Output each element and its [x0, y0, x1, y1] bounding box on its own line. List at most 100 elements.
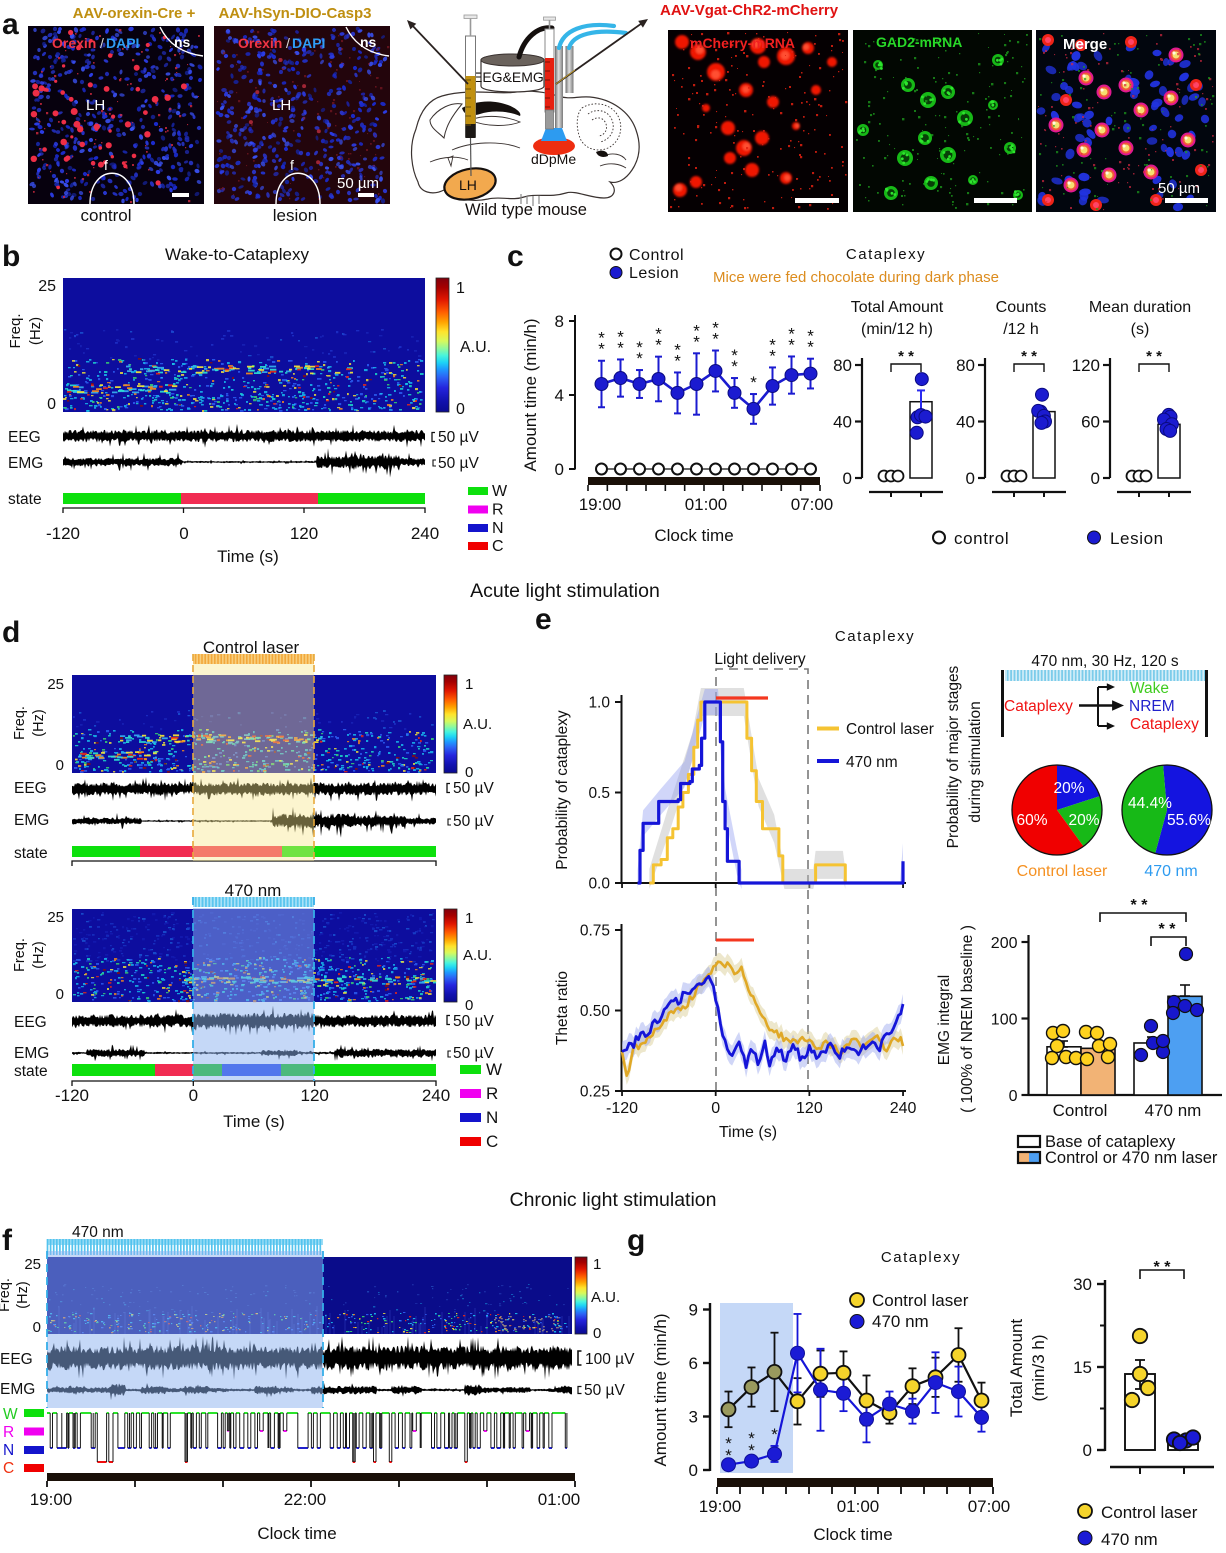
svg-text:120: 120 — [290, 524, 318, 543]
svg-text:Cataplexy: Cataplexy — [881, 1249, 961, 1266]
svg-text:Cataplexy: Cataplexy — [1130, 716, 1199, 733]
svg-text:0.25: 0.25 — [580, 1084, 610, 1101]
svg-text:8: 8 — [555, 312, 564, 331]
svg-text:*: * — [674, 351, 681, 370]
svg-text:Control laser: Control laser — [203, 638, 300, 657]
svg-text:60: 60 — [1081, 413, 1100, 432]
svg-text:EMG: EMG — [0, 1381, 35, 1398]
svg-text:240: 240 — [890, 1100, 917, 1117]
svg-text:C: C — [486, 1132, 498, 1151]
svg-text:120: 120 — [796, 1100, 823, 1117]
svg-text:EEG: EEG — [14, 1014, 47, 1031]
svg-text:Wake: Wake — [1130, 680, 1169, 697]
svg-text:50 µm: 50 µm — [337, 175, 379, 192]
svg-text:240: 240 — [411, 524, 439, 543]
svg-text:*: * — [788, 335, 795, 354]
svg-text:state: state — [14, 845, 48, 862]
svg-text:AAV-orexin-Cre +: AAV-orexin-Cre + — [73, 5, 196, 22]
svg-text:* *: * * — [1159, 921, 1177, 938]
svg-text:*: * — [748, 1429, 755, 1448]
svg-text:470 nm: 470 nm — [846, 754, 898, 771]
svg-text:during stimulation: during stimulation — [967, 701, 984, 822]
svg-text:Mean duration: Mean duration — [1089, 299, 1191, 316]
svg-text:ns: ns — [174, 34, 191, 50]
svg-text:*: * — [617, 338, 624, 357]
svg-text:50 µV: 50 µV — [438, 455, 479, 472]
svg-text:control: control — [954, 529, 1009, 548]
svg-text:100: 100 — [991, 1012, 1018, 1029]
svg-text:Cataplexy: Cataplexy — [846, 246, 926, 263]
svg-text:470 nm: 470 nm — [1101, 1530, 1158, 1548]
svg-text:Cataplexy: Cataplexy — [835, 628, 915, 645]
svg-text:A.U.: A.U. — [463, 947, 492, 964]
svg-text:R: R — [492, 502, 504, 519]
svg-text:25: 25 — [47, 676, 64, 693]
svg-text:A.U.: A.U. — [591, 1289, 620, 1306]
svg-text:-120: -120 — [606, 1100, 638, 1117]
svg-text:*: * — [750, 373, 757, 392]
svg-text:50 µm: 50 µm — [1158, 180, 1200, 197]
svg-text:80: 80 — [956, 356, 975, 375]
svg-text:EMG: EMG — [14, 1045, 49, 1062]
svg-text:Freq.: Freq. — [7, 313, 24, 348]
svg-text:*: * — [693, 321, 700, 340]
svg-text:Total Amount: Total Amount — [1007, 1319, 1026, 1418]
svg-text:*: * — [617, 327, 624, 346]
svg-text:b: b — [2, 240, 20, 273]
svg-text:50 µV: 50 µV — [453, 813, 494, 830]
svg-text:* *: * * — [1154, 1259, 1172, 1276]
svg-text:0: 0 — [189, 1086, 198, 1105]
svg-text:Control laser: Control laser — [1017, 863, 1108, 880]
svg-text:Clock time: Clock time — [813, 1525, 892, 1544]
svg-text:4: 4 — [555, 386, 564, 405]
svg-text:DAPI: DAPI — [106, 35, 139, 51]
svg-text:0: 0 — [465, 997, 473, 1014]
svg-text:Control or 470 nm laser: Control or 470 nm laser — [1045, 1149, 1218, 1167]
svg-text:20%: 20% — [1053, 780, 1084, 797]
svg-text:*: * — [712, 319, 719, 338]
svg-text:470 nm: 470 nm — [1144, 863, 1197, 880]
svg-text:80: 80 — [833, 356, 852, 375]
svg-text:19:00: 19:00 — [699, 1497, 742, 1516]
svg-text:0: 0 — [843, 469, 852, 488]
svg-text:0: 0 — [689, 1461, 698, 1480]
svg-text:Merge: Merge — [1063, 36, 1107, 53]
svg-text:LH: LH — [272, 97, 291, 114]
svg-text:*: * — [731, 346, 738, 365]
svg-text:55.6%: 55.6% — [1167, 812, 1211, 829]
svg-text:*: * — [725, 1434, 732, 1453]
svg-text:0: 0 — [456, 401, 465, 418]
svg-text:19:00: 19:00 — [579, 495, 622, 514]
svg-text:/: / — [286, 35, 290, 51]
svg-text:(Hz): (Hz) — [15, 1281, 31, 1308]
svg-text:dDpMe: dDpMe — [531, 151, 576, 167]
svg-text:50 µV: 50 µV — [438, 429, 479, 446]
svg-text:0: 0 — [593, 1325, 601, 1342]
svg-text:f: f — [2, 1224, 13, 1257]
svg-text:A.U.: A.U. — [463, 716, 492, 733]
svg-text:ns: ns — [360, 34, 377, 50]
svg-text:W: W — [3, 1406, 18, 1423]
svg-text:50 µV: 50 µV — [453, 1045, 494, 1062]
svg-text:22:00: 22:00 — [284, 1490, 327, 1509]
svg-text:0: 0 — [33, 1319, 41, 1336]
svg-text:50 µV: 50 µV — [584, 1382, 625, 1399]
svg-text:25: 25 — [47, 909, 64, 926]
svg-text:Freq.: Freq. — [12, 938, 28, 972]
svg-text:0.75: 0.75 — [580, 923, 610, 940]
svg-text:200: 200 — [991, 935, 1018, 952]
svg-text:AAV-hSyn-DIO-Casp3: AAV-hSyn-DIO-Casp3 — [218, 5, 371, 22]
svg-text:Light delivery: Light delivery — [714, 651, 806, 668]
svg-text:(min/3 h): (min/3 h) — [1029, 1334, 1048, 1401]
svg-text:c: c — [507, 240, 524, 273]
svg-text:R: R — [486, 1084, 498, 1103]
svg-text:01:00: 01:00 — [685, 495, 728, 514]
svg-text:Control laser: Control laser — [872, 1291, 969, 1310]
svg-text:-120: -120 — [46, 524, 80, 543]
svg-text:40: 40 — [956, 413, 975, 432]
svg-text:Base of cataplexy: Base of cataplexy — [1045, 1133, 1176, 1151]
svg-text:a: a — [2, 8, 19, 41]
svg-text:*: * — [655, 325, 662, 344]
svg-text:lesion: lesion — [273, 206, 317, 225]
svg-text:mCherry-mRNA: mCherry-mRNA — [690, 35, 795, 51]
